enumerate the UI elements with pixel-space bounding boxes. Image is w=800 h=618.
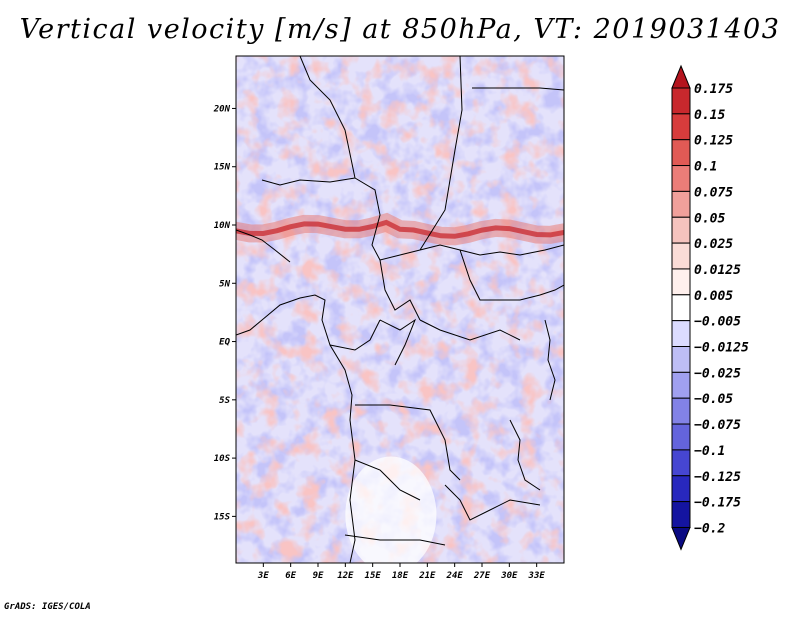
y-tick-label: 15S <box>214 512 231 522</box>
x-tick-label: 18E <box>392 571 409 581</box>
colorbar-label: 0.025 <box>694 237 733 252</box>
country-boundary <box>472 87 564 91</box>
colorbar-label: 0.075 <box>694 185 733 200</box>
country-boundary <box>419 244 564 256</box>
colorbar-label: −0.05 <box>694 392 733 407</box>
x-tick-label: 27E <box>473 571 491 581</box>
x-tick-label: 3E <box>257 571 269 581</box>
country-boundary <box>444 484 541 521</box>
country-boundary <box>236 294 356 563</box>
colorbar-box <box>671 397 691 425</box>
colorbar-label: 0.175 <box>694 82 733 97</box>
x-tick-label: 12E <box>337 571 354 581</box>
country-boundary <box>355 404 461 481</box>
colorbar-label: −0.025 <box>694 366 741 381</box>
country-boundary <box>544 319 556 401</box>
country-boundary <box>344 534 446 546</box>
x-tick-label: 9E <box>313 571 324 581</box>
x-tick-label: 33E <box>528 571 546 581</box>
country-boundary <box>354 459 421 501</box>
colorbar-box <box>671 165 691 192</box>
x-axis: 3E 6E 9E 12E 15E 18E 21E 24E 27E 30E 33E <box>257 563 545 581</box>
feature-plateau <box>345 456 437 563</box>
boundaries-layer <box>236 56 564 563</box>
country-boundary <box>236 229 291 263</box>
country-boundary <box>354 177 421 261</box>
colorbar-arrow-top <box>671 64 691 89</box>
y-tick-label: 5S <box>219 396 230 406</box>
colorbar-label: 0.125 <box>694 134 733 149</box>
country-boundary <box>419 56 463 251</box>
country-boundary <box>299 56 356 179</box>
x-tick-label: 15E <box>365 571 382 581</box>
colorbar-box <box>671 190 691 218</box>
colorbar-box <box>671 346 691 373</box>
feature-layer <box>236 212 564 563</box>
colorbar-box <box>671 139 691 167</box>
country-boundary <box>261 177 356 186</box>
colorbar-box <box>671 501 691 528</box>
y-axis: 20N 15N 10N 5N EQ 5S 10S 15S <box>213 104 236 522</box>
country-boundary <box>379 259 421 321</box>
x-tick-label: 21E <box>418 571 436 581</box>
country-boundary <box>500 284 564 301</box>
colorbar-box <box>671 423 691 451</box>
x-tick-label: 30E <box>500 571 518 581</box>
country-boundary <box>419 319 521 341</box>
colorbar-box <box>671 294 691 322</box>
colorbar-label: 0.15 <box>694 108 725 123</box>
colorbar-label: −0.175 <box>694 496 741 511</box>
x-tick-label: 6E <box>285 571 296 581</box>
y-tick-label: 5N <box>219 279 230 289</box>
y-tick-label: 10N <box>214 221 231 231</box>
colorbar-box <box>671 449 691 477</box>
colorbar-label: 0.05 <box>694 211 725 226</box>
country-boundary <box>459 249 500 301</box>
x-tick-label: 24E <box>446 571 464 581</box>
colorbar-box <box>671 87 691 115</box>
feature-band-core <box>236 219 564 239</box>
chart-title: Vertical velocity [m/s] at 850hPa, VT: 2… <box>19 14 781 45</box>
country-boundary <box>329 319 381 351</box>
colorbar-label: −0.0125 <box>694 341 749 356</box>
colorbar-box <box>671 320 691 347</box>
colorbar-label: −0.2 <box>694 521 725 536</box>
colorbar: 0.175 0.15 0.125 0.1 0.075 0.05 0.025 0.0125 0.0… <box>671 64 749 551</box>
colorbar-label: 0.1 <box>694 160 717 175</box>
colorbar-arrow-bottom <box>671 526 691 551</box>
colorbar-label: 0.0125 <box>694 263 741 278</box>
field-layer <box>236 56 564 563</box>
colorbar-box <box>671 371 691 399</box>
y-tick-label: 15N <box>214 163 231 173</box>
grads-credit: GrADS: IGES/COLA <box>4 602 91 612</box>
colorbar-label: −0.005 <box>694 315 741 330</box>
colorbar-box <box>671 475 691 503</box>
colorbar-box <box>671 113 691 141</box>
colorbar-label: −0.075 <box>694 418 741 433</box>
colorbar-box <box>671 242 691 270</box>
colorbar-box <box>671 216 691 244</box>
y-tick-label: 10S <box>214 454 231 464</box>
colorbar-label: 0.005 <box>694 289 733 304</box>
colorbar-box <box>671 268 691 296</box>
colorbar-label: −0.125 <box>694 470 741 485</box>
country-boundary <box>509 419 541 491</box>
y-tick-label: EQ <box>219 338 230 348</box>
colorbar-label: −0.1 <box>694 444 725 459</box>
country-boundary <box>379 318 417 366</box>
y-tick-label: 20N <box>213 104 231 114</box>
